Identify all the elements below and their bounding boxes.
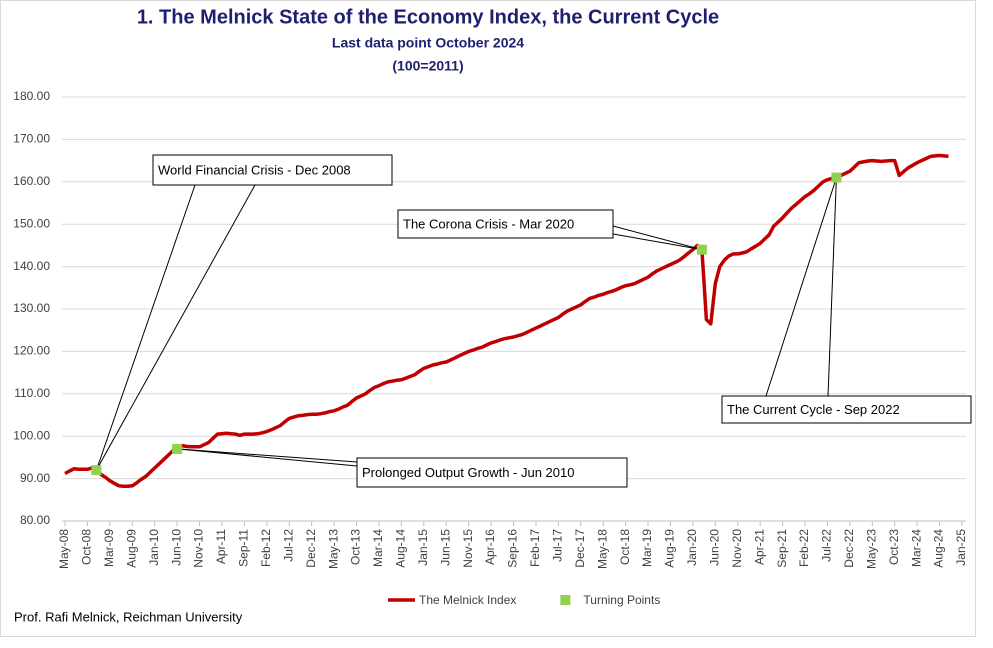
y-tick-label: 160.00	[13, 174, 50, 188]
x-tick-label: Aug-09	[124, 529, 138, 568]
x-tick-label: May-13	[326, 529, 340, 569]
chart-subtitle: Last data point October 2024	[332, 35, 524, 51]
x-tick-label: Feb-12	[259, 529, 273, 567]
y-tick-label: 110.00	[14, 386, 50, 400]
annotation-box	[356, 457, 628, 488]
x-tick-label: Nov-15	[461, 529, 475, 568]
annotation-text: World Financial Crisis - Dec 2008	[158, 162, 351, 177]
x-tick-label: Mar-24	[909, 529, 923, 567]
callout-line	[827, 177, 837, 397]
x-tick-label: Aug-24	[932, 529, 946, 568]
x-tick-label: Jun-10	[169, 529, 183, 566]
turning-point	[91, 465, 102, 476]
y-tick-label: 170.00	[13, 132, 50, 146]
turning-point	[696, 244, 707, 255]
x-tick-label: Oct-23	[887, 529, 901, 565]
y-tick-label: 120.00	[13, 344, 50, 358]
x-tick-label: May-08	[57, 529, 71, 569]
x-tick-label: Nov-20	[730, 529, 744, 568]
x-tick-label: Jan-25	[954, 529, 968, 566]
callout-line	[612, 225, 702, 251]
x-tick-label: Sep-21	[775, 529, 789, 568]
x-tick-label: Oct-18	[618, 529, 632, 565]
x-tick-label: Dec-12	[304, 529, 318, 568]
annotation-box	[152, 154, 393, 186]
y-tick-label: 140.00	[13, 259, 50, 273]
x-tick-label: Mar-14	[371, 529, 385, 567]
y-tick-label: 180.00	[13, 89, 50, 103]
x-tick-label: Nov-10	[192, 529, 206, 568]
annotation-box	[397, 209, 614, 239]
y-tick-label: 80.00	[20, 513, 50, 527]
x-tick-label: Apr-16	[483, 529, 497, 565]
x-tick-label: May-18	[595, 529, 609, 569]
callout-line	[95, 184, 196, 471]
x-tick-label: Aug-14	[394, 529, 408, 568]
legend-swatch	[560, 595, 571, 605]
data-line	[64, 153, 949, 488]
callout-line	[95, 184, 256, 471]
x-tick-label: May-23	[864, 529, 878, 569]
chart-subtitle: (100=2011)	[392, 58, 463, 74]
callout-line	[612, 233, 702, 251]
legend-label: The Melnick Index	[419, 593, 516, 607]
x-tick-label: Feb-17	[528, 529, 542, 567]
x-tick-label: Mar-09	[102, 529, 116, 567]
chart-title: 1. The Melnick State of the Economy Inde…	[137, 6, 719, 28]
annotation-text: The Current Cycle - Sep 2022	[727, 402, 900, 417]
legend-label: Turning Points	[583, 593, 660, 607]
annotation-box	[721, 395, 972, 424]
x-tick-label: Jul-22	[820, 529, 834, 562]
x-tick-label: Aug-19	[663, 529, 677, 568]
x-tick-label: Dec-22	[842, 529, 856, 568]
x-tick-label: Sep-16	[506, 529, 520, 568]
y-tick-label: 100.00	[13, 428, 50, 442]
x-tick-label: Oct-08	[80, 529, 94, 565]
callout-line	[177, 448, 358, 463]
y-tick-label: 150.00	[13, 216, 50, 230]
y-tick-label: 90.00	[20, 471, 50, 485]
x-tick-label: Jun-15	[438, 529, 452, 566]
x-tick-label: Apr-11	[214, 529, 228, 564]
x-tick-label: Jul-12	[281, 529, 295, 562]
callout-line	[765, 177, 837, 397]
source-note: Prof. Rafi Melnick, Reichman University	[14, 609, 243, 624]
annotation-text: The Corona Crisis - Mar 2020	[403, 216, 574, 231]
callout-line	[177, 448, 358, 467]
x-tick-label: Jun-20	[707, 529, 721, 566]
x-tick-label: Apr-21	[752, 529, 766, 565]
x-tick-label: Dec-17	[573, 529, 587, 568]
chart-frame	[0, 0, 976, 637]
annotation-text: Prolonged Output Growth - Jun 2010	[362, 465, 574, 480]
x-tick-label: Sep-11	[237, 529, 251, 567]
x-tick-label: Feb-22	[797, 529, 811, 567]
x-tick-label: Jan-10	[147, 529, 161, 566]
x-tick-label: Mar-19	[640, 529, 654, 567]
x-tick-label: Oct-13	[349, 529, 363, 565]
x-tick-label: Jul-17	[551, 529, 565, 562]
x-tick-label: Jan-15	[416, 529, 430, 566]
y-tick-label: 130.00	[13, 301, 50, 315]
turning-point	[172, 443, 183, 454]
turning-point	[831, 172, 842, 183]
x-tick-label: Jan-20	[685, 529, 699, 566]
